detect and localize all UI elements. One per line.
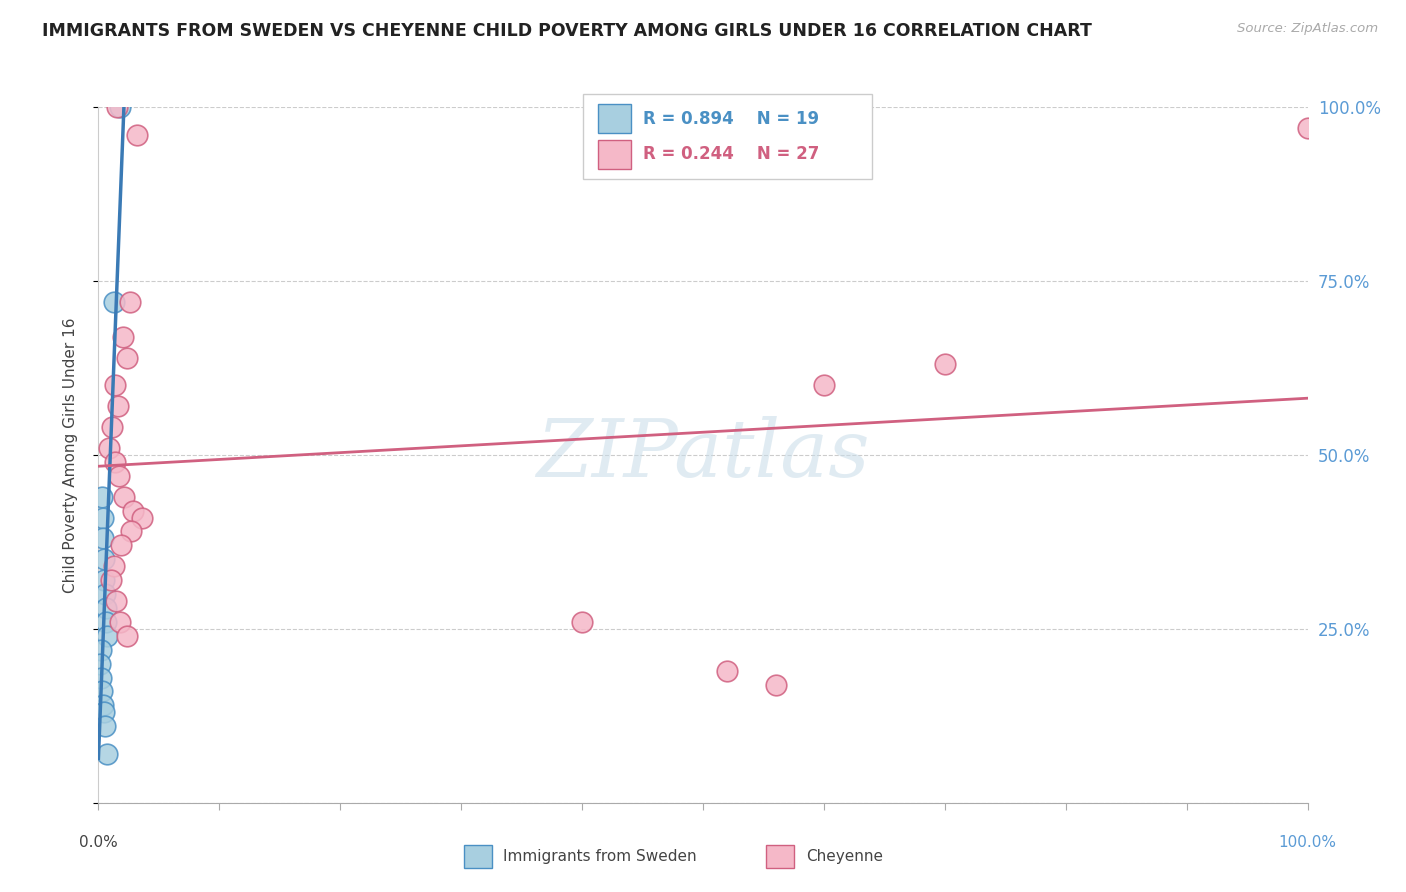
Text: 0.0%: 0.0% — [79, 836, 118, 850]
Text: 100.0%: 100.0% — [1278, 836, 1337, 850]
Text: R = 0.244    N = 27: R = 0.244 N = 27 — [643, 145, 818, 163]
Point — [111, 329, 134, 343]
Point — [108, 468, 131, 483]
Point — [117, 629, 139, 643]
Point — [96, 747, 118, 761]
Text: Source: ZipAtlas.com: Source: ZipAtlas.com — [1237, 22, 1378, 36]
Text: Cheyenne: Cheyenne — [806, 849, 883, 863]
Point — [89, 657, 111, 671]
Point — [100, 420, 122, 434]
Point — [122, 503, 145, 517]
Point — [131, 510, 153, 524]
Point — [96, 629, 118, 643]
Text: IMMIGRANTS FROM SWEDEN VS CHEYENNE CHILD POVERTY AMONG GIRLS UNDER 16 CORRELATIO: IMMIGRANTS FROM SWEDEN VS CHEYENNE CHILD… — [42, 22, 1092, 40]
Point — [716, 664, 738, 678]
Point — [104, 378, 127, 392]
Point — [765, 677, 787, 691]
Text: ZIPatlas: ZIPatlas — [536, 417, 870, 493]
Point — [91, 532, 114, 546]
Point — [117, 351, 139, 365]
Point — [112, 490, 135, 504]
Y-axis label: Child Poverty Among Girls Under 16: Child Poverty Among Girls Under 16 — [63, 318, 77, 592]
Point — [94, 719, 117, 733]
Point — [91, 490, 114, 504]
Point — [1296, 120, 1319, 135]
Point — [105, 100, 128, 114]
Point — [91, 510, 114, 524]
Point — [90, 684, 112, 698]
Point — [91, 698, 114, 713]
Point — [107, 399, 129, 413]
Point — [110, 538, 132, 552]
Point — [108, 100, 131, 114]
Point — [90, 642, 112, 657]
Point — [108, 615, 131, 629]
Point — [120, 524, 142, 539]
Point — [118, 294, 141, 309]
Point — [93, 706, 115, 720]
Text: R = 0.894    N = 19: R = 0.894 N = 19 — [643, 110, 818, 128]
Point — [93, 552, 115, 566]
Point — [813, 378, 835, 392]
Point — [96, 615, 118, 629]
Point — [104, 455, 127, 469]
Point — [103, 294, 125, 309]
Point — [104, 594, 127, 608]
Point — [94, 601, 117, 615]
Point — [127, 128, 149, 142]
Point — [93, 573, 115, 587]
Point — [98, 441, 121, 455]
Point — [94, 587, 117, 601]
Point — [571, 615, 593, 629]
Text: Immigrants from Sweden: Immigrants from Sweden — [503, 849, 697, 863]
Point — [934, 358, 956, 372]
Point — [90, 671, 112, 685]
Point — [103, 559, 125, 574]
Point — [100, 573, 122, 587]
